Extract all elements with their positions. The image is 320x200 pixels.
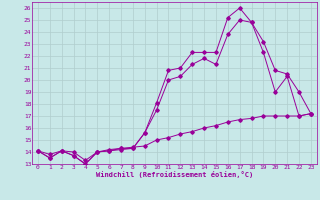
- X-axis label: Windchill (Refroidissement éolien,°C): Windchill (Refroidissement éolien,°C): [96, 171, 253, 178]
